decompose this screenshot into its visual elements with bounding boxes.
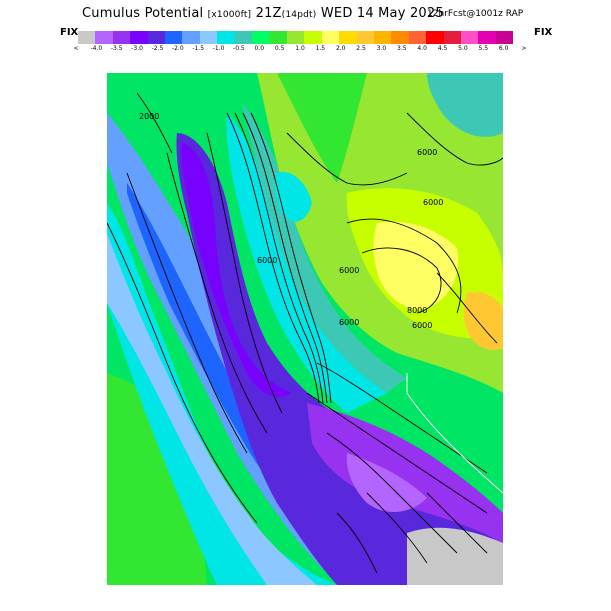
scale-tick-label: -4.0 (90, 45, 103, 52)
color-scale-ticks: < -4.0 -3.5 -3.0 -2.5 -2.0 -1.5 -1.0 -0.5 0.0 0.5 1… (70, 45, 530, 55)
color-swatch (147, 31, 166, 44)
fix-label-right: FIX (534, 27, 553, 38)
color-swatch (286, 31, 305, 44)
contour-line (126, 172, 248, 454)
color-swatch (165, 31, 183, 44)
color-swatch (495, 31, 514, 44)
scale-tick-label: 2.0 (335, 45, 346, 52)
contour-line (226, 112, 320, 404)
color-swatch (112, 31, 131, 44)
basin-lightgreen (277, 73, 367, 183)
color-swatch (460, 31, 479, 44)
title-text: Cumulus Potential [x1000ft] 21Z(14pdt) W… (82, 6, 444, 21)
contour-lines (107, 92, 503, 574)
map-title: Cumulus Potential [x1000ft] 21Z(14pdt) W… (0, 6, 611, 26)
scale-tick-label: 3.0 (376, 45, 387, 52)
sierra-teal (242, 103, 407, 393)
color-swatch (478, 31, 496, 44)
contour-line (306, 392, 488, 514)
contour-line (242, 112, 328, 404)
scale-tick-label: -2.0 (171, 45, 184, 52)
scale-tick-label: -1.0 (212, 45, 225, 52)
scale-tick-label: 1.0 (295, 45, 305, 52)
contour-label: 6000 (339, 318, 359, 327)
scale-tick-label: 1.5 (315, 45, 326, 52)
ocean-patch (107, 373, 207, 585)
basin-cyan-patch (275, 172, 312, 222)
color-swatch (234, 31, 253, 44)
contour-label: 8000 (407, 306, 427, 315)
state-border (406, 373, 503, 494)
contour-line (107, 222, 258, 524)
contour-label: 6000 (417, 148, 437, 157)
basin-northeast-cyan (427, 73, 503, 137)
cumulus-potential-map: 6000 6000 8000 6000 6000 6000 2000 6000 (107, 73, 503, 585)
contour-label: 6000 (257, 256, 277, 265)
model-label: 12hrFcst@1001z RAP (427, 9, 524, 19)
color-swatch (426, 31, 444, 44)
color-swatch (408, 31, 427, 44)
desert-gray (407, 527, 503, 585)
contour-line (234, 112, 324, 404)
contour-line (206, 132, 283, 414)
scale-tick-label: 4.0 (417, 45, 427, 52)
color-swatch (391, 31, 409, 44)
color-swatch (199, 31, 218, 44)
contour-line (436, 272, 498, 344)
contour-line (361, 247, 442, 314)
contour-label: 6000 (423, 198, 443, 207)
scale-tick-label: -3.0 (131, 45, 143, 52)
desert-violet (307, 403, 503, 543)
scale-tick-label: 3.5 (397, 45, 407, 52)
contour-line (426, 492, 488, 554)
scale-tick-label: 2.5 (356, 45, 366, 52)
scale-tick-label: 0.0 (254, 45, 265, 52)
color-swatch (373, 31, 392, 44)
scale-tick-label: -2.5 (151, 45, 164, 52)
color-swatch (443, 31, 461, 44)
contour-line (136, 92, 173, 154)
color-swatch (321, 31, 340, 44)
contour-line (326, 432, 458, 554)
color-scale-bar (78, 31, 514, 44)
contour-line (316, 362, 488, 474)
color-swatch (95, 31, 113, 44)
contour-label: 6000 (412, 321, 432, 330)
scale-tick-label: 0.5 (274, 45, 285, 52)
valley-violet (181, 143, 292, 397)
color-swatch (182, 31, 200, 44)
contour-line (406, 112, 503, 166)
contour-line (336, 512, 378, 574)
color-swatch (78, 31, 96, 44)
color-swatch (252, 31, 270, 44)
scale-tick-label: 5.0 (458, 45, 468, 52)
fix-label-left: FIX (60, 27, 79, 38)
color-swatch (269, 31, 287, 44)
contour-line (166, 152, 268, 434)
scale-tick-label: 4.5 (437, 45, 448, 52)
contour-line (366, 492, 428, 564)
color-swatch (339, 31, 357, 44)
contour-line (250, 112, 332, 404)
scale-tick-label: -3.5 (110, 45, 123, 52)
color-swatch (304, 31, 322, 44)
color-swatch (130, 31, 148, 44)
scale-tick-label: -0.5 (233, 45, 245, 52)
contour-line (346, 218, 462, 314)
contour-labels: 6000 6000 8000 6000 6000 6000 2000 6000 (139, 112, 443, 330)
scale-tick-label: -1.5 (192, 45, 205, 52)
scale-arrow: < (73, 45, 79, 52)
contour-label: 6000 (339, 266, 359, 275)
scale-arrow: > (521, 45, 527, 52)
scale-tick-label: 6.0 (498, 45, 509, 52)
color-swatch (356, 31, 374, 44)
basin-orange (463, 291, 503, 350)
contour-label: 2000 (139, 112, 159, 121)
contour-line (286, 132, 408, 186)
scale-tick-label: 5.5 (478, 45, 489, 52)
color-swatch (217, 31, 235, 44)
